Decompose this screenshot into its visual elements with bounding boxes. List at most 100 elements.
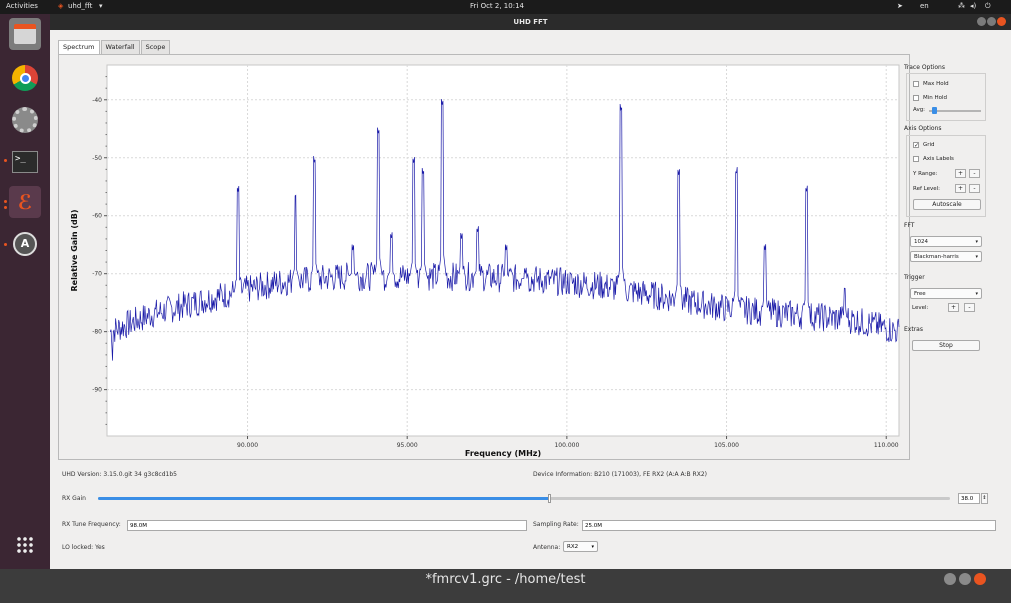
spectrum-plot[interactable]: 90.000 95.000 100.000 105.000 110.000 -40 -50 -… bbox=[59, 55, 909, 459]
clock[interactable]: Fri Oct 2, 10:14 bbox=[470, 2, 524, 10]
rx-gain-slider[interactable] bbox=[98, 494, 950, 503]
ref-level-plus-button[interactable]: + bbox=[955, 184, 966, 193]
background-window-title: *fmrcv1.grc - /home/test bbox=[425, 572, 586, 587]
ref-level-label: Ref Level: bbox=[913, 186, 941, 192]
axis-labels-checkbox[interactable] bbox=[913, 156, 919, 162]
settings-tools-icon[interactable] bbox=[9, 104, 41, 136]
antenna-value: RX2 bbox=[567, 544, 579, 550]
view-tabs: Spectrum Waterfall Scope bbox=[58, 40, 171, 54]
avg-slider-handle[interactable] bbox=[932, 107, 937, 114]
trigger-mode-select[interactable]: Free ▾ bbox=[910, 288, 982, 299]
x-axis-label: Frequency (MHz) bbox=[465, 449, 541, 458]
fft-title: FFT bbox=[904, 222, 915, 229]
close-button[interactable] bbox=[997, 17, 1006, 26]
spectrum-panel: 90.000 95.000 100.000 105.000 110.000 -40 -50 -… bbox=[58, 54, 910, 460]
language-indicator[interactable]: en bbox=[920, 2, 929, 10]
chevron-down-icon: ▾ bbox=[975, 239, 978, 245]
y-tick-label-3: -70 bbox=[92, 271, 102, 278]
grid-checkbox[interactable]: ✓ bbox=[913, 142, 920, 149]
max-hold-label: Max Hold bbox=[923, 81, 949, 87]
fft-window-select[interactable]: Blackman-harris ▾ bbox=[910, 251, 982, 262]
show-apps-icon[interactable] bbox=[9, 529, 41, 561]
axis-options-title: Axis Options bbox=[904, 125, 942, 132]
chevron-down-icon: ▾ bbox=[975, 254, 978, 260]
trigger-title: Trigger bbox=[904, 274, 925, 281]
dock: >_ ℰ A bbox=[0, 14, 50, 569]
ref-level-minus-button[interactable]: - bbox=[969, 184, 980, 193]
background-window-titlebar: *fmrcv1.grc - /home/test bbox=[0, 569, 1011, 603]
network-icon: ⁂ bbox=[958, 2, 965, 10]
y-range-label: Y Range: bbox=[913, 171, 938, 177]
antenna-select[interactable]: RX2 ▾ bbox=[563, 541, 598, 552]
rx-gain-spin-button[interactable]: ⇕ bbox=[981, 493, 988, 504]
bg-minimize-button[interactable] bbox=[944, 573, 956, 585]
y-range-minus-button[interactable]: - bbox=[969, 169, 980, 178]
bg-close-button[interactable] bbox=[974, 573, 986, 585]
tab-spectrum[interactable]: Spectrum bbox=[58, 40, 100, 54]
x-tick-label-2: 100.000 bbox=[554, 442, 579, 449]
updater-icon[interactable]: A bbox=[9, 228, 41, 260]
x-tick-label-3: 105.000 bbox=[714, 442, 739, 449]
avg-slider-track[interactable] bbox=[929, 110, 981, 112]
x-tick-label-0: 90.000 bbox=[237, 442, 258, 449]
uhd-version: UHD Version: 3.15.0.git 34 g3c8cd1b5 bbox=[62, 471, 177, 478]
files-icon[interactable] bbox=[9, 18, 41, 50]
trigger-level-label: Level: bbox=[912, 305, 929, 311]
tab-scope[interactable]: Scope bbox=[140, 40, 171, 54]
y-tick-label-1: -50 bbox=[92, 155, 102, 162]
volume-icon: ◂) bbox=[970, 2, 977, 10]
device-information: Device Information: B210 (171003), FE RX… bbox=[533, 471, 707, 478]
chevron-down-icon: ▾ bbox=[99, 2, 103, 10]
axis-options-box: ✓ Grid Axis Labels Y Range: + - Ref Leve… bbox=[906, 135, 986, 217]
stop-button[interactable]: Stop bbox=[912, 340, 980, 351]
y-tick-label-0: -40 bbox=[92, 97, 102, 104]
window-title: UHD FFT bbox=[513, 18, 548, 26]
maximize-button[interactable] bbox=[987, 17, 996, 26]
autoscale-button[interactable]: Autoscale bbox=[913, 199, 981, 210]
app-menu-icon: ◈ bbox=[58, 2, 64, 10]
y-tick-label-2: -60 bbox=[92, 213, 102, 220]
rx-tune-label: RX Tune Frequency: bbox=[62, 521, 121, 528]
y-range-plus-button[interactable]: + bbox=[955, 169, 966, 178]
tab-waterfall[interactable]: Waterfall bbox=[100, 40, 140, 54]
rx-gain-slider-fill bbox=[98, 497, 550, 500]
chrome-icon[interactable] bbox=[9, 62, 41, 94]
chevron-down-icon: ▾ bbox=[975, 291, 978, 297]
rx-tune-frequency-input[interactable]: 98.0M bbox=[127, 520, 527, 531]
axis-labels-label: Axis Labels bbox=[923, 156, 954, 162]
trace-options-box: Max Hold Min Hold Avg: bbox=[906, 73, 986, 121]
top-panel: Activities ◈ uhd_fft ▾ Fri Oct 2, 10:14 … bbox=[0, 0, 1011, 14]
trigger-level-plus-button[interactable]: + bbox=[948, 303, 959, 312]
y-tick-label-5: -90 bbox=[92, 387, 102, 394]
trigger-mode-value: Free bbox=[914, 291, 926, 297]
y-tick-label-4: -80 bbox=[92, 329, 102, 336]
trace-options-title: Trace Options bbox=[904, 64, 945, 71]
window-titlebar: UHD FFT bbox=[50, 14, 1011, 30]
uhd-fft-window: UHD FFT Spectrum Waterfall Scope 90.000 9… bbox=[50, 14, 1011, 569]
min-hold-checkbox[interactable] bbox=[913, 95, 919, 101]
control-panel: Trace Options Max Hold Min Hold Avg: Axi… bbox=[904, 64, 992, 364]
sampling-rate-input[interactable]: 25.0M bbox=[582, 520, 996, 531]
minimize-button[interactable] bbox=[977, 17, 986, 26]
min-hold-label: Min Hold bbox=[923, 95, 948, 101]
lo-locked-status: LO locked: Yes bbox=[62, 544, 105, 551]
y-axis-label: Relative Gain (dB) bbox=[70, 209, 79, 291]
running-indicator-4 bbox=[4, 243, 7, 246]
fft-size-select[interactable]: 1024 ▾ bbox=[910, 236, 982, 247]
x-tick-label-4: 110.000 bbox=[874, 442, 899, 449]
activities-button[interactable]: Activities bbox=[6, 2, 38, 10]
rx-gain-slider-handle[interactable] bbox=[547, 494, 551, 503]
extras-title: Extras bbox=[904, 326, 923, 333]
power-icon[interactable]: ⏻ bbox=[985, 2, 991, 10]
bg-maximize-button[interactable] bbox=[959, 573, 971, 585]
sampling-rate-label: Sampling Rate: bbox=[533, 521, 579, 528]
max-hold-checkbox[interactable] bbox=[913, 81, 919, 87]
gnuradio-icon[interactable]: ℰ bbox=[9, 186, 41, 218]
chevron-down-icon: ▾ bbox=[591, 544, 594, 550]
running-indicator-3 bbox=[4, 206, 7, 209]
x-tick-label-1: 95.000 bbox=[397, 442, 418, 449]
rx-gain-value-field[interactable]: 38.0 bbox=[958, 493, 980, 504]
terminal-icon[interactable]: >_ bbox=[9, 146, 41, 178]
trigger-level-minus-button[interactable]: - bbox=[964, 303, 975, 312]
app-menu[interactable]: uhd_fft bbox=[68, 2, 93, 10]
